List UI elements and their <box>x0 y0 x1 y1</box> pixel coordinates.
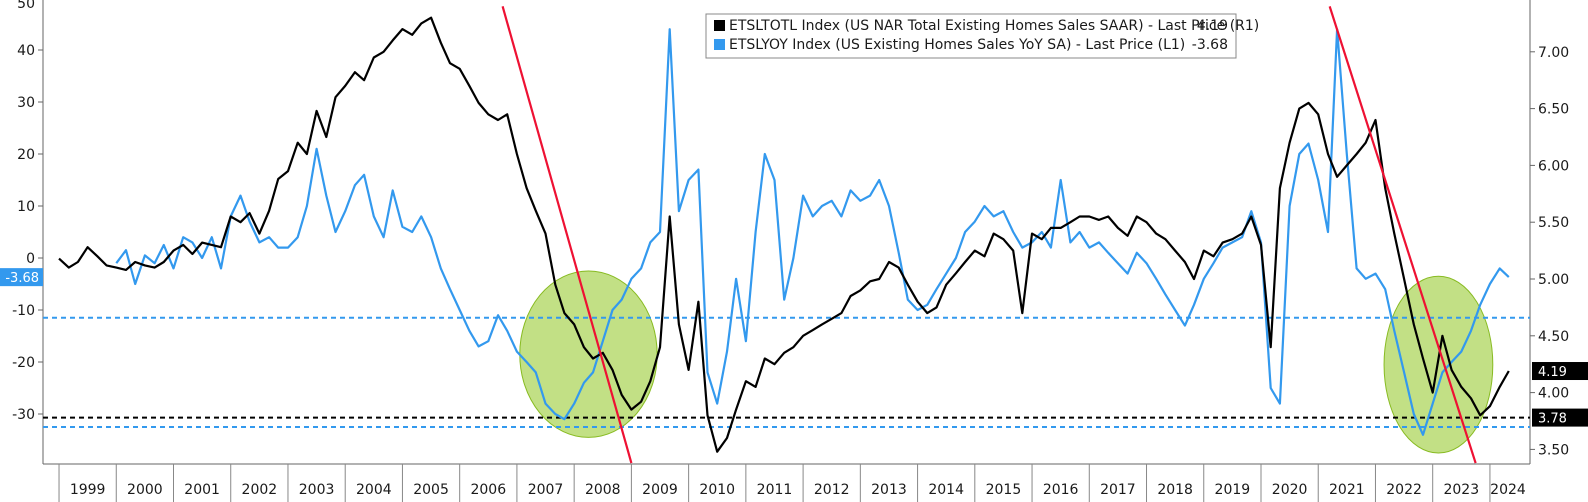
plot-area <box>42 0 1531 465</box>
right-tick-label: 4.50 <box>1538 329 1569 345</box>
x-tick-label: 2001 <box>184 482 220 498</box>
reference-lines <box>43 316 1530 428</box>
x-tick-label: 2012 <box>814 482 850 498</box>
left-tick-label: 50 <box>17 0 35 12</box>
right-tick-label: 5.00 <box>1538 272 1569 288</box>
trend-line-1 <box>501 6 633 464</box>
trend-lines <box>501 6 1477 464</box>
legend: ETSLTOTL Index (US NAR Total Existing Ho… <box>705 13 1259 59</box>
right-ref-tag <box>1532 408 1588 427</box>
series-line-black <box>58 16 1510 453</box>
right-tick-label: 7.00 <box>1538 45 1569 61</box>
right-tick-label: 7.50 <box>1538 0 1569 4</box>
legend-swatch-blue <box>714 39 725 50</box>
series-layer <box>58 16 1510 453</box>
x-tick-label: 2013 <box>871 482 907 498</box>
x-tick-label: 2020 <box>1272 482 1308 498</box>
x-tick-label: 2024 <box>1490 482 1526 498</box>
left-tick-label: 0 <box>26 251 35 267</box>
x-tick-label: 2014 <box>928 482 964 498</box>
right-tick-label: 3.50 <box>1538 442 1569 458</box>
left-axis: 40 30 20 10 0 -10 -20 -30 50 <box>12 0 43 423</box>
legend-swatch-black <box>714 20 725 31</box>
legend-label-blue: ETSLYOY Index (US Existing Homes Sales Y… <box>729 37 1185 53</box>
x-tick-label: 2019 <box>1215 482 1251 498</box>
x-tick-label: 2009 <box>642 482 678 498</box>
series-line-blue <box>115 28 1510 436</box>
right-last-tag-label: 4.19 <box>1538 365 1567 380</box>
legend-box <box>705 13 1237 59</box>
left-tick-label: 10 <box>17 199 35 215</box>
x-tick-label: 2006 <box>470 482 506 498</box>
legend-value-blue: -3.68 <box>1192 37 1228 53</box>
x-tick-label: 2008 <box>585 482 621 498</box>
x-tick-label: 2021 <box>1329 482 1365 498</box>
x-tick-label: 2017 <box>1100 482 1136 498</box>
x-tick-label: 2000 <box>127 482 163 498</box>
left-tick-label: 30 <box>17 95 35 111</box>
right-tick-label: 5.50 <box>1538 215 1569 231</box>
x-tick-label: 2002 <box>242 482 278 498</box>
right-last-tag <box>1532 362 1588 381</box>
highlight-ellipses <box>519 270 1494 454</box>
legend-value-black: 4.19 <box>1197 18 1228 34</box>
x-tick-label: 2023 <box>1443 482 1479 498</box>
x-tick-label: 2018 <box>1157 482 1193 498</box>
left-tick-label: 40 <box>17 43 35 59</box>
right-ref-tag-label: 3.78 <box>1538 412 1567 427</box>
left-last-tag-label: -3.68 <box>5 271 39 286</box>
x-tick-label: 2004 <box>356 482 392 498</box>
right-axis: 7.50 7.00 6.50 6.00 5.50 5.00 4.50 4.00 3.50 <box>1530 0 1569 458</box>
left-tick-label: 20 <box>17 147 35 163</box>
right-tick-label: 6.50 <box>1538 102 1569 118</box>
value-tags: -3.68 4.19 3.78 <box>0 268 1588 427</box>
left-tick-label: -30 <box>12 407 35 423</box>
x-tick-label: 2007 <box>528 482 564 498</box>
x-tick-label: 2016 <box>1043 482 1079 498</box>
right-tick-label: 4.00 <box>1538 386 1569 402</box>
x-tick-label: 2003 <box>299 482 335 498</box>
trend-line-2 <box>1328 6 1477 464</box>
x-tick-label: 1999 <box>70 482 106 498</box>
x-tick-label: 2011 <box>757 482 793 498</box>
left-tick-label: -20 <box>12 355 35 371</box>
x-tick-label: 2005 <box>413 482 449 498</box>
legend-label-black: ETSLTOTL Index (US NAR Total Existing Ho… <box>729 18 1259 34</box>
left-last-tag <box>0 268 43 287</box>
left-tick-label: -10 <box>12 303 35 319</box>
right-tick-label: 6.00 <box>1538 158 1569 174</box>
x-tick-label: 2015 <box>986 482 1022 498</box>
x-tick-label: 2022 <box>1386 482 1422 498</box>
x-axis: 1999 2000 2001 2002 2003 2004 2005 2006 2007 2008… <box>58 464 1526 502</box>
x-tick-label: 2010 <box>699 482 735 498</box>
